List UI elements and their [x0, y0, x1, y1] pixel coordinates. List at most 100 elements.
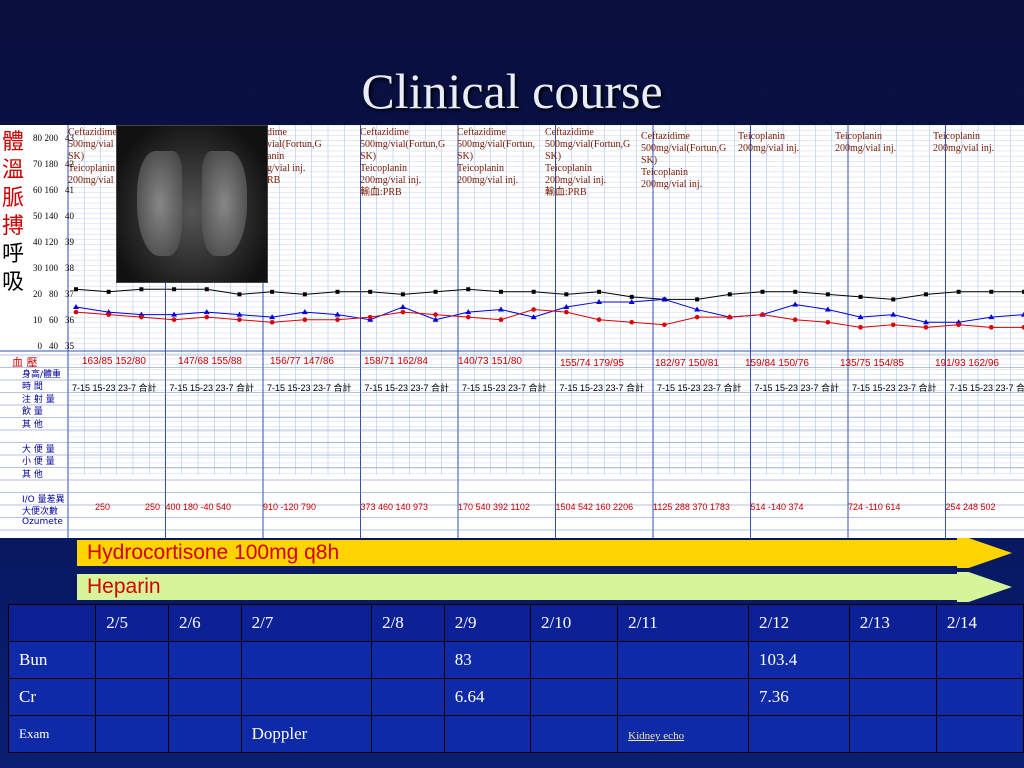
io-difference-value: 514 -140 374	[750, 502, 804, 512]
data-point	[73, 309, 79, 315]
table-cell	[95, 678, 169, 716]
data-point	[597, 289, 602, 294]
table-cell: 103.4	[747, 641, 850, 679]
io-difference-value: 724 -110 614	[848, 502, 901, 512]
data-point	[760, 289, 765, 294]
blood-pressure-value: 182/97 150/81	[655, 358, 719, 369]
table-row: Bun 83 103.4	[7, 641, 1024, 679]
table-header-cell	[7, 604, 97, 642]
table-cell	[167, 641, 242, 679]
table-cell	[95, 715, 169, 753]
data-point	[564, 292, 569, 297]
shift-header: 7-15 15-23 23-7 合計	[949, 383, 1024, 393]
blood-pressure-value: 135/75 154/85	[840, 358, 904, 369]
scale-row: 40 120 39	[32, 237, 74, 247]
medication-line: 輸血:PRB	[360, 187, 402, 198]
table-cell	[240, 641, 373, 679]
table-cell	[617, 678, 749, 716]
medication-line: Ceftazidime	[545, 127, 594, 138]
io-difference-value: 910 -120 790	[263, 502, 317, 512]
data-point	[694, 314, 700, 320]
scale-value: 200	[44, 133, 59, 143]
data-point	[596, 317, 602, 322]
slide-title: Clinical course	[361, 63, 663, 119]
data-point	[694, 306, 701, 312]
series-line	[75, 288, 1024, 300]
table-cell: Kidney echo	[617, 715, 749, 753]
data-point	[237, 317, 242, 322]
chest-xray-image	[116, 125, 268, 283]
table-cell	[848, 678, 937, 716]
table-row: Exam Doppler Kidney echo	[7, 715, 1024, 753]
scale-value: 60	[49, 315, 58, 325]
scale-row: 20 80 37	[32, 289, 74, 299]
data-point	[171, 317, 177, 322]
scale-value: 42	[65, 159, 74, 169]
data-point	[106, 289, 111, 294]
data-point	[793, 289, 798, 294]
vitals-label: 呼	[2, 242, 25, 267]
blood-pressure-value: 140/73 151/80	[458, 356, 522, 367]
table-cell	[747, 715, 850, 753]
medication-line: dime	[267, 127, 287, 138]
table-cell	[95, 641, 169, 679]
shift-header: 7-15 15-23 23-7 合計	[754, 383, 840, 393]
series-line	[75, 298, 1024, 323]
kidney-echo-link[interactable]: Kidney echo	[628, 730, 685, 742]
scale-value: 160	[44, 185, 59, 195]
data-point	[890, 322, 896, 328]
heparin-label: Heparin	[87, 575, 161, 598]
blood-pressure-value: 147/68 155/88	[178, 356, 242, 367]
scale-value: 41	[65, 185, 74, 195]
data-point	[334, 311, 341, 317]
data-point	[564, 309, 569, 315]
table-cell: Doppler	[240, 715, 373, 753]
shift-header: 7-15 15-23 23-7 合計	[559, 383, 645, 393]
data-point	[172, 287, 177, 292]
io-difference-value: 250	[95, 502, 111, 512]
data-point	[138, 311, 145, 317]
data-point	[302, 317, 308, 322]
data-point	[989, 289, 994, 294]
scale-value: 100	[44, 263, 59, 273]
data-point	[74, 287, 78, 292]
data-point	[498, 317, 504, 322]
table-header-cell: 2/12	[747, 604, 850, 642]
table-cell	[167, 715, 242, 753]
arrow-shape	[77, 572, 1012, 602]
arrow-shape	[77, 538, 1012, 568]
scale-value: 140	[44, 211, 59, 221]
data-point	[269, 314, 276, 320]
data-point	[400, 309, 406, 315]
scale-value: 10	[33, 315, 42, 325]
data-point	[1022, 289, 1024, 294]
data-point	[400, 292, 405, 297]
medication-line: 200mg/vial inj.	[933, 143, 995, 154]
lab-table: 2/5 2/6 2/7 2/8 2/9 2/10 2/11 2/12 2/13 …	[7, 604, 1024, 753]
medication-line: 200mg/vial inj.	[835, 143, 897, 154]
vitals-label: 吸	[2, 270, 25, 295]
table-cell	[935, 715, 1024, 753]
data-point	[368, 289, 373, 294]
row-label: 血 壓	[12, 356, 38, 369]
medication-line: SK)	[545, 151, 562, 162]
data-point	[988, 314, 995, 320]
table-header-cell: 2/10	[530, 604, 619, 642]
row-label: Ozumete	[22, 516, 63, 527]
io-difference-value: 1125 288 370 1783	[653, 502, 730, 512]
shift-header: 7-15 15-23 23-7 合計	[72, 383, 157, 393]
data-point	[367, 314, 373, 320]
table-header-cell: 2/5	[95, 604, 169, 642]
scale-value: 30	[33, 263, 42, 273]
table-cell	[443, 715, 532, 753]
medication-line: Teicoplanin	[835, 131, 883, 142]
data-point	[105, 309, 112, 315]
scale-value: 37	[65, 289, 74, 299]
medication-line: SK)	[641, 155, 658, 166]
table-cell	[371, 715, 445, 753]
medication-note: Ceftazidime 500mg/vial(Fortun,G SK) Teicopl…	[641, 131, 737, 191]
row-label: 飲 量	[22, 407, 43, 417]
medication-line: 輸血:PRB	[545, 187, 587, 198]
blood-pressure-value: 159/84 150/76	[745, 358, 809, 369]
data-point	[629, 319, 635, 325]
